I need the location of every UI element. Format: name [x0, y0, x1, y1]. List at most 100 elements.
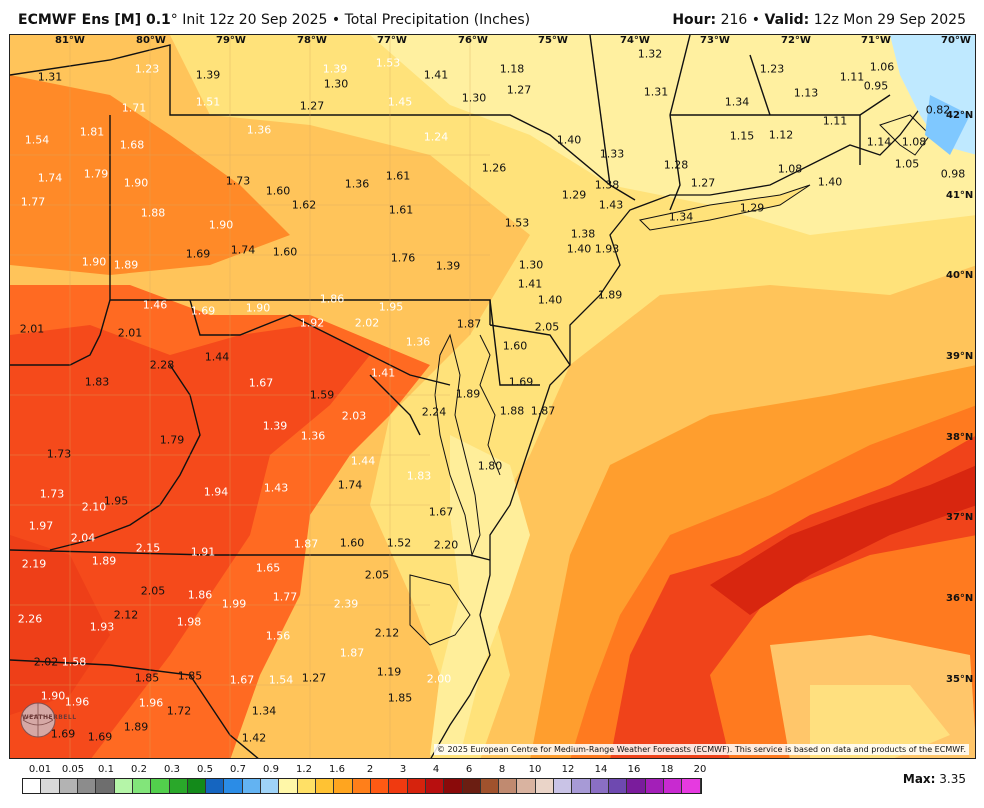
init-time: Init 12z 20 Sep 2025	[182, 12, 328, 28]
colorbar-swatch	[151, 779, 170, 793]
precip-value: 1.46	[142, 298, 168, 312]
precip-value: 2.01	[19, 322, 45, 336]
precip-value: 0.82	[925, 103, 951, 117]
precip-value: 1.39	[195, 68, 221, 82]
colorbar-swatch	[370, 779, 390, 793]
precip-value: 1.85	[387, 691, 413, 705]
precip-value: 1.30	[518, 258, 544, 272]
precip-value: 1.89	[455, 387, 481, 401]
longitude-label: 75°W	[538, 35, 568, 46]
precip-value: 1.30	[323, 77, 349, 91]
precip-value: 1.32	[637, 47, 663, 61]
precip-value: 1.27	[690, 176, 716, 190]
precip-value: 1.05	[894, 157, 920, 171]
precip-value: 1.67	[428, 505, 454, 519]
valid-label: Valid:	[764, 12, 810, 28]
precip-value: 1.43	[598, 198, 624, 212]
precip-value: 1.38	[570, 227, 596, 241]
precip-value: 1.12	[768, 128, 794, 142]
precip-value: 2.04	[70, 531, 96, 545]
precip-value: 2.05	[364, 568, 390, 582]
precip-value: 1.28	[663, 158, 689, 172]
colorbar-swatch	[389, 779, 408, 793]
colorbar-swatch	[187, 779, 207, 793]
precip-value: 1.96	[138, 696, 164, 710]
precip-value: 1.31	[643, 85, 669, 99]
header: ECMWF Ens [M] 0.1° Init 12z 20 Sep 2025 …	[0, 0, 984, 34]
precip-value: 1.36	[300, 429, 326, 443]
colorbar-swatch	[114, 779, 133, 793]
longitude-label: 72°W	[781, 35, 811, 46]
precip-value: 2.05	[140, 584, 166, 598]
colorbar-labels: 0.01 0.05 0.1 0.2 0.3 0.5 0.7 0.9 1.2 1.6 2 3 4 6 8 10 1…	[22, 764, 707, 778]
precip-value: 1.34	[668, 210, 694, 224]
colorbar-tick-label: 12	[561, 764, 575, 775]
valid-value: 12z Mon 29 Sep 2025	[813, 12, 966, 28]
longitude-label: 74°W	[620, 35, 650, 46]
precip-value: 1.31	[37, 70, 63, 84]
precip-value: 1.29	[739, 201, 765, 215]
colorbar-tick-label: 6	[465, 764, 473, 775]
precip-value: 2.24	[421, 405, 447, 419]
hour-label: Hour:	[672, 12, 717, 28]
colorbar-swatch	[279, 779, 298, 793]
precip-value: 1.81	[79, 125, 105, 139]
precip-value: 1.60	[502, 339, 528, 353]
precip-value: 1.19	[376, 665, 402, 679]
precip-value: 1.90	[208, 218, 234, 232]
precip-value: 1.54	[24, 133, 50, 147]
max-value: Max: 3.35	[903, 772, 966, 786]
colorbar-swatch	[77, 779, 97, 793]
precip-value: 2.10	[81, 500, 107, 514]
precip-value: 1.34	[724, 95, 750, 109]
precip-value: 1.74	[337, 478, 363, 492]
precip-value: 1.88	[140, 206, 166, 220]
precip-value: 2.26	[17, 612, 43, 626]
precip-value: 2.20	[433, 538, 459, 552]
chart-title: ECMWF Ens [M] 0.1° Init 12z 20 Sep 2025 …	[18, 12, 530, 28]
longitude-label: 81°W	[55, 35, 85, 46]
latitude-label: 38°N	[946, 432, 974, 443]
precip-value: 2.15	[135, 541, 161, 555]
colorbar-swatch	[572, 779, 591, 793]
precip-colorbar	[22, 778, 702, 794]
precip-value: 1.54	[268, 673, 294, 687]
precip-value: 1.76	[390, 251, 416, 265]
precip-value: 2.01	[117, 326, 143, 340]
precip-value: 1.08	[777, 162, 803, 176]
precip-value: 2.02	[354, 316, 380, 330]
precip-value: 1.79	[159, 433, 185, 447]
longitude-label: 70°W	[941, 35, 971, 46]
longitude-label: 78°W	[297, 35, 327, 46]
colorbar-swatch	[41, 779, 60, 793]
longitude-label: 80°W	[136, 35, 166, 46]
separator-bullet: •	[751, 12, 761, 28]
precip-value: 2.05	[534, 320, 560, 334]
precip-value: 1.85	[134, 671, 160, 685]
latitude-label: 37°N	[946, 512, 974, 523]
precip-value: 1.41	[370, 366, 396, 380]
precip-value: 1.13	[793, 86, 819, 100]
precip-value: 1.83	[84, 375, 110, 389]
precip-value: 1.73	[225, 174, 251, 188]
precip-value: 0.98	[940, 167, 966, 181]
precip-value: 1.62	[291, 198, 317, 212]
precip-value: 1.68	[119, 138, 145, 152]
colorbar-tick-label: 8	[498, 764, 506, 775]
precip-value: 2.03	[341, 409, 367, 423]
precip-value: 1.65	[255, 561, 281, 575]
precip-value: 1.74	[37, 171, 63, 185]
precip-value: 1.39	[262, 419, 288, 433]
colorbar-swatch	[425, 779, 445, 793]
colorbar-tick-label: 3	[399, 764, 407, 775]
precip-value: 1.79	[83, 167, 109, 181]
colorbar-tick-label: 0.3	[164, 764, 180, 775]
precip-value: 1.14	[866, 135, 892, 149]
colorbar-tick-label: 10	[528, 764, 542, 775]
precip-value: 1.40	[556, 133, 582, 147]
precip-value: 1.69	[190, 304, 216, 318]
precip-value: 1.61	[385, 169, 411, 183]
precip-value: 1.87	[339, 646, 365, 660]
precip-value: 1.36	[344, 177, 370, 191]
precip-value: 1.93	[594, 242, 620, 256]
